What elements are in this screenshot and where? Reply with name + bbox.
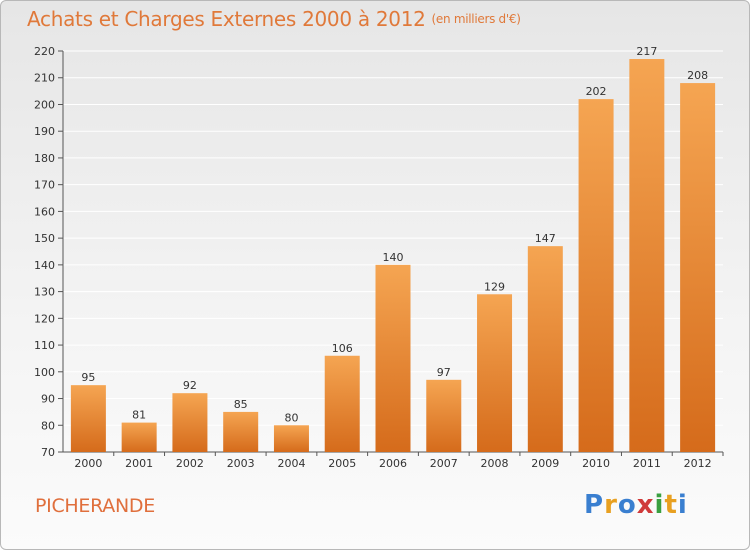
y-tick-label: 180 bbox=[34, 152, 55, 165]
y-tick-label: 150 bbox=[34, 232, 55, 245]
x-tick-label: 2000 bbox=[74, 457, 102, 470]
logo-letter: r bbox=[604, 490, 618, 520]
x-tick-label: 2008 bbox=[481, 457, 509, 470]
y-tick-label: 160 bbox=[34, 205, 55, 218]
y-tick-label: 210 bbox=[34, 72, 55, 85]
bar bbox=[172, 393, 208, 452]
x-tick-label: 2007 bbox=[430, 457, 458, 470]
logo-letter: i bbox=[654, 490, 665, 520]
y-tick-label: 170 bbox=[34, 179, 55, 192]
data-label: 140 bbox=[383, 251, 404, 264]
data-label: 80 bbox=[284, 411, 298, 424]
y-tick-label: 100 bbox=[34, 366, 55, 379]
chart-unit: (en milliers d'€) bbox=[431, 12, 521, 26]
x-tick-label: 2010 bbox=[582, 457, 610, 470]
y-tick-label: 130 bbox=[34, 286, 55, 299]
data-label: 202 bbox=[586, 85, 607, 98]
commune-name: PICHERANDE bbox=[35, 495, 155, 517]
x-tick-label: 2005 bbox=[328, 457, 356, 470]
x-tick-label: 2004 bbox=[277, 457, 305, 470]
y-tick-label: 220 bbox=[34, 45, 55, 58]
y-tick-label: 80 bbox=[41, 419, 55, 432]
bar bbox=[70, 385, 106, 452]
chart-title-line: Achats et Charges Externes 2000 à 2012 (e… bbox=[27, 7, 521, 31]
data-label: 217 bbox=[636, 45, 657, 58]
x-tick-label: 2012 bbox=[684, 457, 712, 470]
data-label: 106 bbox=[332, 342, 353, 355]
proxiti-logo[interactable]: Proxiti bbox=[584, 490, 688, 520]
bar bbox=[578, 99, 614, 453]
bar bbox=[223, 411, 259, 452]
y-tick-label: 90 bbox=[41, 393, 55, 406]
bar bbox=[121, 422, 157, 452]
y-tick-label: 110 bbox=[34, 339, 55, 352]
y-tick-label: 140 bbox=[34, 259, 55, 272]
y-tick-label: 120 bbox=[34, 312, 55, 325]
data-labels: 95 81 92 85 80 106 140 97 129 147 202 217 208 bbox=[81, 45, 708, 424]
data-label: 85 bbox=[234, 398, 248, 411]
bar bbox=[273, 425, 309, 452]
data-label: 208 bbox=[687, 69, 708, 82]
x-tick-label: 2001 bbox=[125, 457, 153, 470]
y-tick-label: 190 bbox=[34, 125, 55, 138]
bar bbox=[629, 59, 665, 453]
logo-letter: P bbox=[584, 490, 605, 520]
data-label: 147 bbox=[535, 232, 556, 245]
x-tick-label: 2011 bbox=[633, 457, 661, 470]
bar bbox=[477, 294, 513, 452]
bars bbox=[70, 59, 716, 453]
data-label: 92 bbox=[183, 379, 197, 392]
x-tick-label: 2002 bbox=[176, 457, 204, 470]
data-label: 97 bbox=[437, 366, 451, 379]
x-tick-label: 2009 bbox=[531, 457, 559, 470]
x-tick-label: 2006 bbox=[379, 457, 407, 470]
data-label: 129 bbox=[484, 280, 505, 293]
logo-letter: o bbox=[617, 490, 637, 520]
data-label: 81 bbox=[132, 409, 146, 422]
bar bbox=[426, 379, 462, 452]
chart-title: Achats et Charges Externes 2000 à 2012 bbox=[27, 7, 426, 31]
logo-letter: x bbox=[636, 490, 655, 520]
bar bbox=[324, 355, 360, 452]
y-tick-label: 70 bbox=[41, 446, 55, 459]
data-label: 95 bbox=[81, 371, 95, 384]
bar bbox=[680, 83, 716, 452]
bar bbox=[375, 264, 411, 452]
x-tick-label: 2003 bbox=[227, 457, 255, 470]
y-tick-label: 200 bbox=[34, 98, 55, 111]
logo-letter: t bbox=[664, 490, 678, 520]
logo-letter: i bbox=[677, 490, 688, 520]
bar bbox=[527, 246, 563, 452]
